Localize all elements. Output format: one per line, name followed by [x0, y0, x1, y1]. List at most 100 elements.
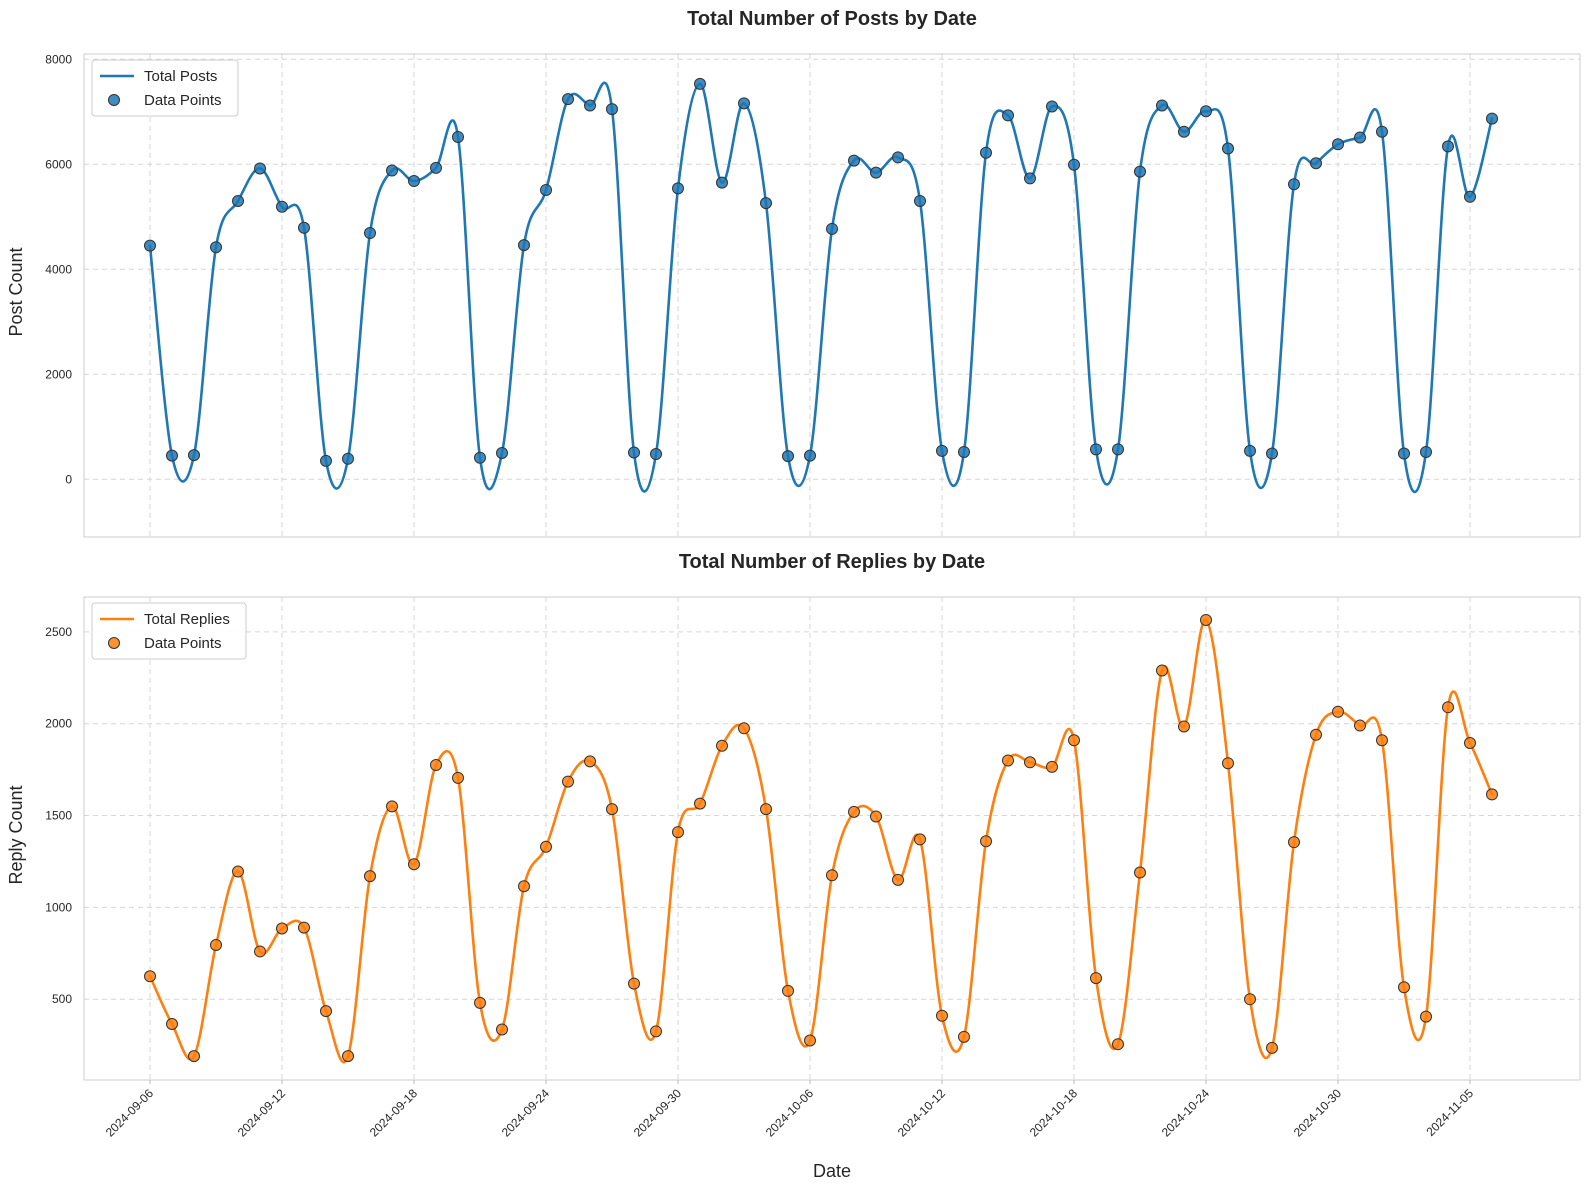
replies-legend: Total Replies Data Points — [91, 602, 247, 660]
replies-data-point-2024-09-14 — [320, 1005, 332, 1018]
replies-legend-box — [91, 602, 247, 660]
replies-y-tick-label: 2500 — [45, 625, 72, 639]
replies-data-point-2024-09-10 — [232, 865, 244, 878]
posts-data-point-2024-09-15 — [342, 452, 354, 465]
replies-data-point-2024-10-24 — [1200, 613, 1212, 626]
posts-y-tick-label: 8000 — [45, 52, 72, 66]
posts-data-point-2024-09-28 — [628, 446, 640, 459]
replies-y-tick-label: 1000 — [45, 900, 72, 914]
posts-data-point-2024-09-18 — [408, 175, 420, 188]
posts-data-point-2024-09-26 — [584, 99, 596, 112]
posts-data-point-2024-09-07 — [166, 449, 178, 462]
posts-data-point-2024-09-09 — [210, 241, 222, 254]
replies-data-point-2024-10-29 — [1310, 728, 1322, 741]
posts-chart-title: Total Number of Posts by Date — [687, 8, 977, 30]
replies-legend-label-points: Data Points — [144, 635, 222, 652]
posts-data-point-2024-10-14 — [980, 146, 992, 159]
posts-data-point-2024-10-29 — [1310, 157, 1322, 170]
posts-data-point-2024-10-12 — [936, 444, 948, 457]
replies-data-point-2024-10-30 — [1332, 705, 1344, 718]
replies-y-axis-label: Reply Count — [6, 785, 26, 884]
replies-data-point-2024-10-15 — [1002, 754, 1014, 767]
replies-data-point-2024-10-11 — [914, 833, 926, 846]
posts-data-point-2024-10-10 — [892, 151, 904, 164]
replies-y-tick-label: 500 — [52, 992, 72, 1006]
posts-data-point-2024-09-20 — [452, 130, 464, 143]
replies-data-point-2024-10-10 — [892, 873, 904, 886]
replies-data-point-2024-11-03 — [1420, 1010, 1432, 1023]
posts-data-point-2024-09-24 — [540, 183, 552, 196]
replies-data-point-2024-09-06 — [144, 970, 156, 983]
posts-data-point-2024-09-11 — [254, 162, 266, 175]
posts-data-point-2024-11-04 — [1442, 140, 1454, 153]
replies-data-point-2024-09-11 — [254, 945, 266, 958]
posts-data-point-2024-10-05 — [782, 450, 794, 463]
replies-data-point-2024-10-21 — [1134, 866, 1146, 879]
replies-series-path — [148, 618, 1494, 1064]
replies-data-point-2024-10-12 — [936, 1009, 948, 1022]
posts-data-point-2024-09-14 — [320, 454, 332, 467]
posts-data-point-2024-09-17 — [386, 164, 398, 177]
replies-data-point-2024-10-28 — [1288, 836, 1300, 849]
posts-data-point-2024-10-09 — [870, 166, 882, 179]
replies-data-point-2024-09-26 — [584, 755, 596, 768]
replies-plot-frame — [83, 596, 1581, 1081]
posts-data-point-2024-10-07 — [826, 222, 838, 235]
posts-data-point-2024-11-01 — [1376, 125, 1388, 138]
replies-data-point-2024-10-07 — [826, 869, 838, 882]
posts-data-point-2024-10-03 — [738, 97, 750, 110]
posts-y-tick-label: 2000 — [45, 367, 72, 381]
replies-data-point-2024-10-22 — [1156, 664, 1168, 677]
posts-data-point-2024-09-27 — [606, 103, 618, 116]
posts-y-axis-label: Post Count — [6, 247, 26, 336]
posts-panel: Total Number of Posts by Date Post Count… — [6, 8, 1581, 538]
replies-data-point-2024-11-02 — [1398, 981, 1410, 994]
posts-y-tick-label: 6000 — [45, 157, 72, 171]
replies-data-point-2024-09-18 — [408, 858, 420, 871]
posts-data-point-2024-10-21 — [1134, 165, 1146, 178]
replies-data-points — [144, 613, 1498, 1063]
replies-data-point-2024-10-17 — [1046, 760, 1058, 773]
replies-data-point-2024-09-23 — [518, 880, 530, 893]
replies-data-point-2024-09-17 — [386, 800, 398, 813]
replies-data-point-2024-10-18 — [1068, 734, 1080, 747]
posts-legend-label-line: Total Posts — [144, 68, 217, 85]
posts-data-point-2024-09-21 — [474, 451, 486, 464]
posts-data-point-2024-10-28 — [1288, 178, 1300, 191]
replies-data-point-2024-09-12 — [276, 922, 288, 935]
posts-data-point-2024-10-31 — [1354, 131, 1366, 144]
posts-data-point-2024-10-08 — [848, 154, 860, 167]
replies-legend-point-swatch — [108, 637, 120, 649]
posts-legend-point-swatch — [108, 94, 120, 106]
posts-data-point-2024-10-18 — [1068, 158, 1080, 171]
posts-data-point-2024-09-29 — [650, 448, 662, 461]
posts-data-point-2024-10-13 — [958, 445, 970, 458]
posts-plot-frame — [83, 53, 1581, 538]
posts-data-point-2024-10-16 — [1024, 172, 1036, 185]
replies-data-point-2024-10-20 — [1112, 1038, 1124, 1051]
posts-data-point-2024-10-11 — [914, 195, 926, 207]
posts-data-point-2024-09-22 — [496, 447, 508, 459]
posts-data-point-2024-09-13 — [298, 221, 310, 234]
replies-data-point-2024-09-20 — [452, 771, 464, 784]
posts-data-point-2024-10-04 — [760, 197, 772, 210]
posts-data-point-2024-09-25 — [562, 93, 574, 106]
replies-data-point-2024-11-06 — [1486, 788, 1498, 801]
replies-data-point-2024-10-27 — [1266, 1041, 1278, 1054]
posts-legend-label-points: Data Points — [144, 92, 222, 109]
replies-data-point-2024-10-14 — [980, 835, 992, 848]
posts-data-point-2024-10-25 — [1222, 142, 1234, 155]
replies-data-point-2024-10-09 — [870, 810, 882, 823]
replies-data-point-2024-11-05 — [1464, 737, 1476, 749]
replies-data-point-2024-09-30 — [672, 826, 684, 839]
posts-series-line — [148, 81, 1494, 494]
posts-y-ticks: 0 2000 4000 6000 8000 — [45, 52, 72, 486]
posts-legend: Total Posts Data Points — [91, 59, 239, 117]
replies-chart-title: Total Number of Replies by Date — [679, 551, 985, 573]
replies-data-point-2024-10-16 — [1024, 756, 1036, 769]
posts-data-point-2024-11-02 — [1398, 447, 1410, 460]
replies-data-point-2024-09-29 — [650, 1025, 662, 1038]
replies-data-point-2024-10-08 — [848, 805, 860, 818]
replies-grid — [84, 597, 1580, 1080]
